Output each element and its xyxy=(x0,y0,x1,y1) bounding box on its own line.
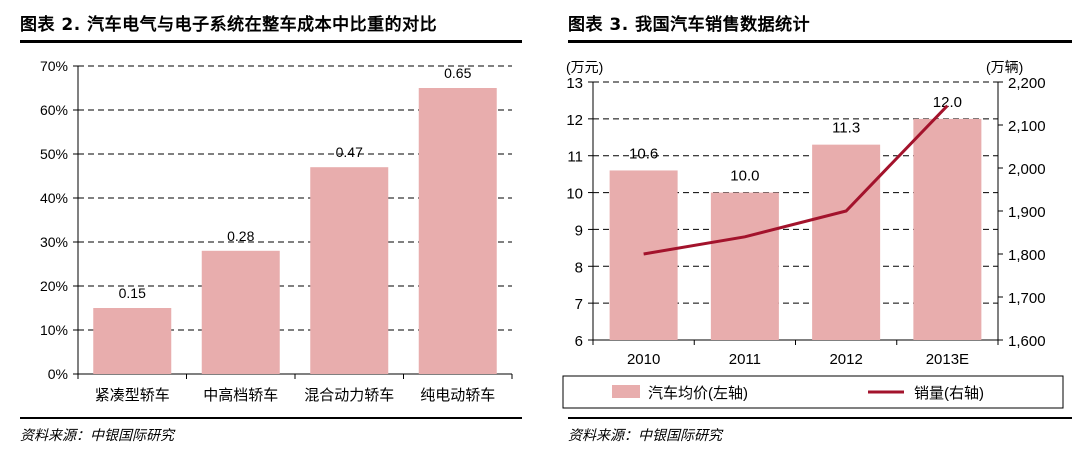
bar xyxy=(93,308,172,374)
left-bar-chart: 0% 10% 20% 30% 40% 50% 60% 70% 0.15 紧凑型轿车 0.28 中高档轿… xyxy=(40,58,513,404)
right-y-tick-label: 1,800 xyxy=(1008,247,1046,264)
right-y-tick-label: 1,700 xyxy=(1008,290,1046,307)
bar-value-label: 0.47 xyxy=(336,144,363,160)
left-y-tick-label: 11 xyxy=(567,149,583,166)
y-tick-label: 0% xyxy=(48,366,68,382)
bar-value-label: 11.3 xyxy=(832,120,860,137)
right-title-rule xyxy=(568,40,1072,43)
y-tick-label: 30% xyxy=(40,234,68,250)
category-label: 纯电动轿车 xyxy=(420,387,495,404)
right-source-note: 资料来源：中银国际研究 xyxy=(568,428,722,444)
bar xyxy=(418,88,497,374)
left-y-tick-label: 6 xyxy=(575,333,583,350)
category-label: 2012 xyxy=(829,351,862,368)
bar-value-label: 0.15 xyxy=(119,285,146,301)
category-label: 中高档轿车 xyxy=(203,387,278,404)
bar xyxy=(310,167,389,374)
sales-line xyxy=(643,104,949,256)
right-y-tick-label: 2,000 xyxy=(1008,161,1046,178)
left-source-rule xyxy=(20,417,522,419)
right-chart-title: 图表 3. 我国汽车销售数据统计 xyxy=(568,15,811,35)
left-y-tick-label: 13 xyxy=(566,75,583,92)
y-tick-label: 20% xyxy=(40,278,68,294)
left-title-rule xyxy=(20,40,522,43)
right-y-tick-label: 2,100 xyxy=(1008,118,1046,135)
y-tick-label: 50% xyxy=(40,146,68,162)
legend-box xyxy=(562,375,1064,409)
y-tick-label: 60% xyxy=(40,102,68,118)
right-axis-unit: (万辆) xyxy=(986,59,1023,75)
bar-value-label: 0.65 xyxy=(444,65,471,81)
left-y-tick-label: 7 xyxy=(575,296,583,313)
right-y-tick-label: 2,200 xyxy=(1008,75,1046,92)
legend-line-label: 销量(右轴) xyxy=(914,385,984,402)
left-source-note: 资料来源：中银国际研究 xyxy=(20,428,174,444)
category-label: 2013E xyxy=(926,351,969,368)
bar-value-label: 12.0 xyxy=(933,94,962,111)
y-tick-label: 10% xyxy=(40,322,68,338)
bar xyxy=(710,192,779,340)
category-label: 2011 xyxy=(729,351,761,368)
bar xyxy=(913,118,982,340)
bar-value-label: 0.28 xyxy=(227,228,254,244)
category-label: 2010 xyxy=(627,351,660,368)
bar-value-label: 10.6 xyxy=(629,145,658,162)
right-y-tick-label: 1,900 xyxy=(1008,204,1046,221)
left-y-tick-label: 10 xyxy=(566,186,583,203)
bar xyxy=(812,144,881,340)
left-axis-unit: (万元) xyxy=(566,59,603,75)
left-y-tick-label: 9 xyxy=(575,222,583,239)
bar xyxy=(201,250,280,374)
left-y-tick-label: 12 xyxy=(566,112,583,129)
right-source-rule xyxy=(568,417,1072,419)
y-tick-label: 70% xyxy=(40,58,68,74)
legend-bar-swatch xyxy=(612,385,640,398)
left-chart-panel: 图表 2. 汽车电气与电子系统在整车成本中比重的对比 0% 10% 20% 30% 40… xyxy=(0,0,530,452)
right-y-tick-label: 1,600 xyxy=(1008,333,1046,350)
legend-bar-label: 汽车均价(左轴) xyxy=(648,385,748,402)
category-label: 紧凑型轿车 xyxy=(95,387,170,404)
right-chart-panel: 图表 3. 我国汽车销售数据统计 6 7 8 9 10 11 12 13 1,600 1,700 1… xyxy=(548,0,1080,452)
bar-value-label: 10.0 xyxy=(730,168,759,185)
right-combo-chart: 6 7 8 9 10 11 12 13 1,600 1,700 1,800 1,900 2,000 2,1… xyxy=(562,59,1064,409)
left-chart-title: 图表 2. 汽车电气与电子系统在整车成本中比重的对比 xyxy=(20,15,438,35)
category-label: 混合动力轿车 xyxy=(304,387,394,404)
bar xyxy=(609,170,678,340)
left-y-tick-label: 8 xyxy=(575,259,583,276)
y-tick-label: 40% xyxy=(40,190,68,206)
